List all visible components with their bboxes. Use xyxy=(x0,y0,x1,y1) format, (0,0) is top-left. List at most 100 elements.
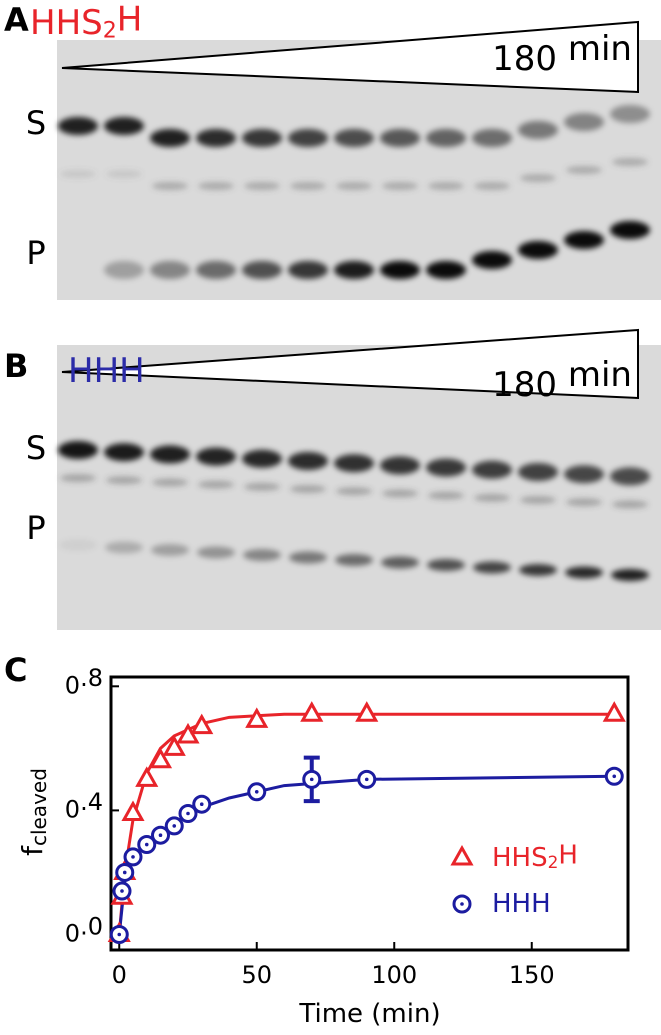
band xyxy=(289,551,327,564)
band xyxy=(152,182,188,190)
band xyxy=(104,117,144,135)
band xyxy=(611,569,649,581)
band xyxy=(104,443,144,462)
gel-bands xyxy=(58,105,650,279)
band xyxy=(334,129,374,147)
band xyxy=(380,129,420,147)
point-center xyxy=(117,932,122,937)
band xyxy=(380,261,420,279)
x-tick-label: 150 xyxy=(509,961,555,989)
product-label: P xyxy=(26,234,45,272)
band xyxy=(198,182,234,190)
band xyxy=(150,445,190,464)
band xyxy=(472,129,512,147)
time-label: 180 min xyxy=(492,28,632,78)
band xyxy=(565,566,603,579)
legend-label: HHS2H xyxy=(492,840,578,873)
band xyxy=(518,121,558,139)
legend-label: HHH xyxy=(492,889,551,919)
band xyxy=(564,113,604,131)
band xyxy=(520,496,556,504)
band xyxy=(520,174,556,182)
band xyxy=(426,129,466,147)
point-center xyxy=(131,855,135,859)
point-center xyxy=(199,802,204,806)
band xyxy=(288,261,328,279)
band xyxy=(59,539,97,551)
band xyxy=(244,182,280,190)
band xyxy=(612,500,648,509)
point-center xyxy=(172,824,177,828)
y-axis-label-sub: cleaved xyxy=(27,768,51,846)
x-tick-label: 50 xyxy=(241,961,272,989)
y-tick-label: 0.8 xyxy=(65,664,103,699)
y-tick-label: 0.4 xyxy=(65,788,103,823)
x-tick-label: 0 xyxy=(112,961,127,989)
band xyxy=(564,231,604,249)
band xyxy=(472,460,512,479)
band xyxy=(58,441,98,459)
band xyxy=(104,261,144,279)
band xyxy=(380,456,420,475)
band xyxy=(610,105,650,123)
band xyxy=(106,476,142,485)
band xyxy=(288,452,328,470)
construct-label: HHS2H xyxy=(30,0,142,43)
band xyxy=(60,474,96,482)
point-center xyxy=(120,889,124,893)
band xyxy=(197,546,235,559)
band xyxy=(336,487,372,496)
band xyxy=(150,261,190,279)
band xyxy=(382,489,418,498)
y-tick-label: 0.0 xyxy=(65,912,103,947)
band xyxy=(519,564,557,576)
band xyxy=(518,463,558,481)
x-axis-label: Time (min) xyxy=(298,999,440,1029)
band xyxy=(427,559,465,571)
band xyxy=(196,447,236,466)
point-center xyxy=(254,789,259,794)
legend-marker xyxy=(450,844,474,866)
band xyxy=(243,549,281,561)
point xyxy=(135,766,159,787)
band xyxy=(290,182,326,190)
band xyxy=(428,491,464,500)
band xyxy=(150,129,190,147)
time-wedge xyxy=(61,328,639,400)
substrate-label: S xyxy=(26,104,46,142)
construct-label: HHH xyxy=(68,351,145,391)
band xyxy=(152,478,188,487)
point xyxy=(162,735,186,756)
band xyxy=(196,261,236,279)
plot: 0 50 100 150 0.0 0.4 0.8 HHS2H HHH xyxy=(65,664,630,989)
plot-frame xyxy=(109,675,630,952)
time-wedge xyxy=(61,20,639,94)
x-tick-label: 100 xyxy=(371,961,417,989)
point xyxy=(148,747,173,769)
point-center xyxy=(612,774,617,779)
band xyxy=(426,458,466,477)
band xyxy=(426,261,466,279)
gel-bands xyxy=(58,441,650,581)
band xyxy=(105,541,143,554)
band xyxy=(60,170,96,178)
legend-marker xyxy=(460,902,464,906)
band xyxy=(242,261,282,279)
band xyxy=(58,117,98,135)
band xyxy=(473,561,511,574)
band xyxy=(472,251,512,269)
point xyxy=(300,701,324,722)
band xyxy=(335,554,373,566)
band xyxy=(334,261,374,279)
y-axis-label-main: f xyxy=(16,845,49,856)
band xyxy=(382,182,418,190)
band xyxy=(518,241,558,259)
band xyxy=(196,129,236,147)
point-center xyxy=(158,833,163,838)
band xyxy=(564,465,604,484)
panel-letter: B xyxy=(4,347,28,385)
band xyxy=(290,485,326,493)
panel-letter: C xyxy=(4,651,27,689)
band xyxy=(566,166,602,174)
